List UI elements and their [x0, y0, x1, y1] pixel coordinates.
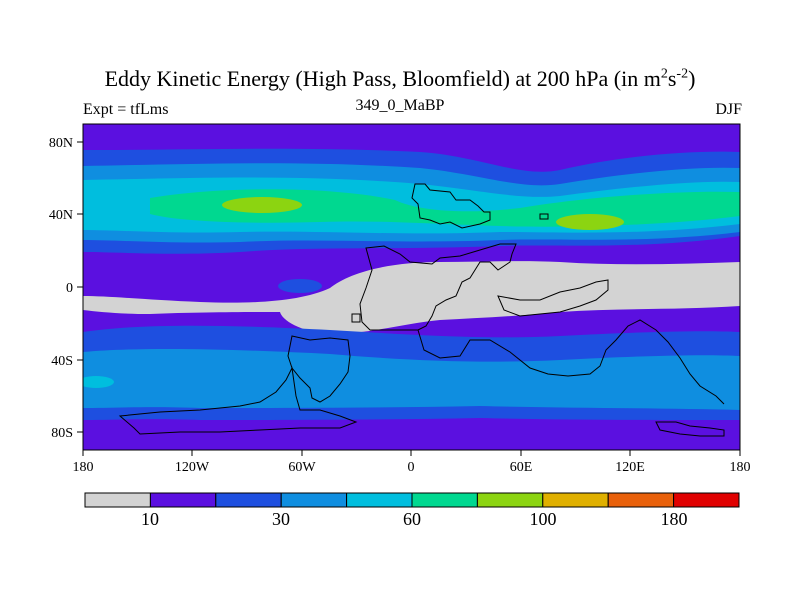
- y-tick-label: 80S: [51, 426, 73, 441]
- season-label: DJF: [715, 101, 742, 118]
- x-tick-label: 180: [73, 460, 94, 475]
- patch-blue-tropical: [278, 279, 322, 293]
- region-gray-tropics: [83, 261, 740, 334]
- y-tick-label: 40N: [49, 208, 73, 223]
- title-sup-1: 2: [660, 66, 668, 82]
- x-tick-label: 60E: [510, 460, 533, 475]
- outline-inland-sea: [539, 213, 549, 220]
- case-label: 349_0_MaBP: [355, 97, 445, 114]
- x-tick-label: 0: [408, 460, 415, 475]
- title-sup-2: -2: [676, 66, 689, 82]
- colorbar-label: 180: [661, 509, 688, 529]
- title-end: ): [688, 66, 696, 91]
- colorbar-swatch: [280, 492, 348, 508]
- x-tick-label: 120W: [175, 460, 210, 475]
- continent-outlines: [118, 183, 725, 437]
- y-tick-label: 40S: [51, 354, 73, 369]
- max-lime-asia: [556, 214, 624, 230]
- colorbar-label: 10: [141, 509, 159, 529]
- x-tick-label: 60W: [288, 460, 316, 475]
- title-main: Eddy Kinetic Energy (High Pass, Bloomfie…: [104, 66, 661, 91]
- colorbar-swatch: [542, 492, 609, 508]
- band-violet-antarctic: [83, 428, 740, 450]
- colorbar-swatch: [476, 492, 544, 508]
- outline-island: [351, 313, 361, 323]
- colorbar-swatch: [411, 492, 478, 508]
- y-tick-label: 80N: [49, 136, 73, 151]
- experiment-label: Expt = tfLms: [83, 101, 169, 118]
- outline-south-america: [287, 335, 351, 403]
- band-midblue-south: [83, 348, 740, 410]
- colorbar-swatch: [149, 492, 217, 508]
- axis-ticks: [77, 141, 741, 456]
- contour-fill: [83, 124, 740, 450]
- outline-africa: [359, 243, 517, 331]
- colorbar: [84, 492, 740, 508]
- title-mid: s: [667, 66, 677, 91]
- outline-antarctic-east: [655, 421, 725, 437]
- colorbar-swatch: [607, 492, 675, 508]
- colorbar-swatch: [673, 492, 740, 508]
- x-tick-label: 120E: [615, 460, 645, 475]
- colorbar-label: 100: [530, 509, 557, 529]
- colorbar-label: 60: [403, 509, 421, 529]
- outline-antarctic-peninsula: [118, 366, 358, 435]
- y-tick-label: 0: [66, 281, 73, 296]
- colorbar-swatch: [346, 492, 413, 508]
- colorbar-swatch: [215, 492, 282, 508]
- x-tick-label: 180: [730, 460, 751, 475]
- outline-australia-coast: [417, 319, 725, 405]
- colorbar-swatch: [84, 492, 151, 508]
- outline-europe: [411, 183, 491, 229]
- patch-cyan-south: [83, 376, 114, 388]
- map-title: Eddy Kinetic Energy (High Pass, Bloomfie…: [0, 66, 800, 92]
- colorbar-label: 30: [272, 509, 290, 529]
- outline-south-asia: [497, 279, 609, 317]
- max-lime-atlantic: [222, 197, 302, 213]
